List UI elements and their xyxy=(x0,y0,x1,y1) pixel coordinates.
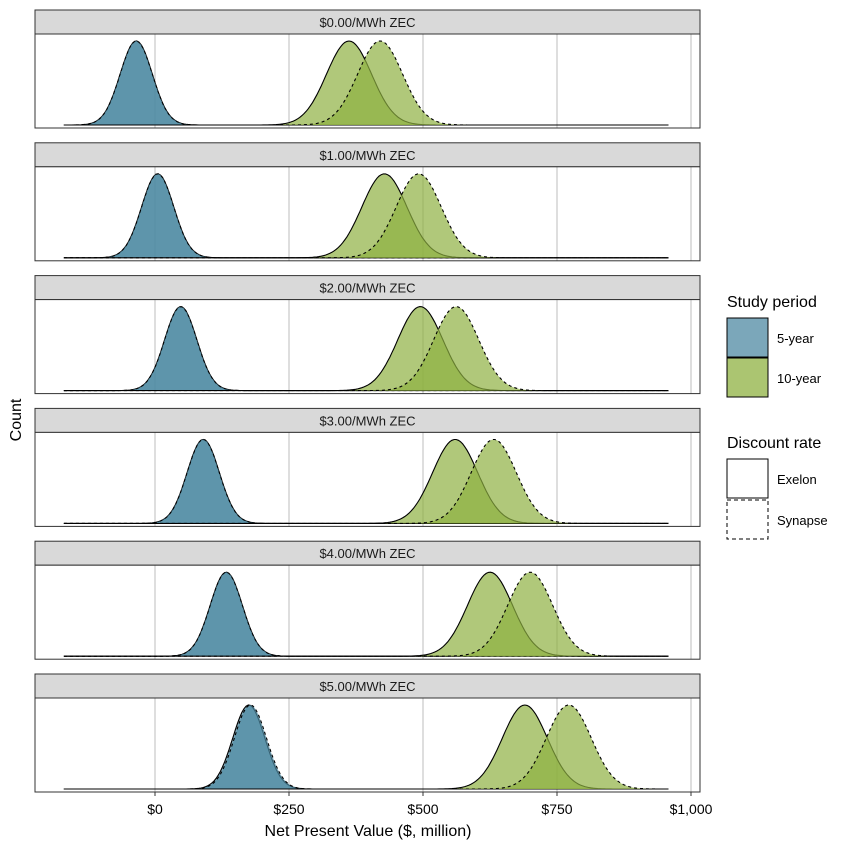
density-10-year-synapse-line xyxy=(63,306,669,392)
density-10-year-synapse-area xyxy=(63,572,670,657)
legend-key-synapse xyxy=(726,499,769,540)
x-axis: $0 $250 $500 $750 $1,000 xyxy=(147,792,713,817)
facet-panel-0-00-mwh-zec: $0.00/MWh ZEC xyxy=(34,9,701,129)
panel-border xyxy=(34,166,701,262)
panel-background xyxy=(35,299,700,394)
facet-strip-label: $5.00/MWh ZEC xyxy=(319,679,415,694)
x-tick-label: $500 xyxy=(407,801,438,817)
density-5-year-synapse-area xyxy=(63,41,670,125)
density-10-year-exelon-area xyxy=(63,705,670,789)
facet-panel-3-00-mwh-zec: $3.00/MWh ZEC xyxy=(34,407,701,527)
panel-background xyxy=(35,432,700,527)
facet-strip xyxy=(34,9,701,35)
facet-panel-4-00-mwh-zec: $4.00/MWh ZEC xyxy=(34,540,701,660)
facet-strip-label: $2.00/MWh ZEC xyxy=(319,281,415,296)
x-axis-title: Net Present Value ($, million) xyxy=(265,823,472,840)
panel-border xyxy=(34,697,701,793)
facet-panels: $0.00/MWh ZEC $1.00/MWh ZEC $2.00/MWh ZEC $… xyxy=(34,9,701,793)
legend-discount-rate-title: Discount rate xyxy=(727,435,821,452)
panel-background xyxy=(35,565,700,660)
facet-strip-label: $3.00/MWh ZEC xyxy=(319,413,415,428)
x-tick-label: $0 xyxy=(147,801,163,817)
density-10-year-exelon-area xyxy=(63,173,670,258)
y-axis-title: Count xyxy=(8,398,25,441)
panel-border xyxy=(34,299,701,395)
panel-border xyxy=(34,33,701,129)
x-tick-label: $750 xyxy=(541,801,572,817)
density-10-year-synapse-line xyxy=(63,571,669,657)
x-tick-label: $250 xyxy=(273,801,304,817)
legend-label-exelon: Exelon xyxy=(777,472,817,487)
facet-strip-label: $1.00/MWh ZEC xyxy=(319,148,415,163)
legend-label-synapse: Synapse xyxy=(777,513,828,528)
legend-label-5-year: 5-year xyxy=(777,331,815,346)
facet-panel-2-00-mwh-zec: $2.00/MWh ZEC xyxy=(34,275,701,395)
legend-key-exelon xyxy=(726,458,769,499)
facet-strip-label: $4.00/MWh ZEC xyxy=(319,546,415,561)
density-5-year-synapse-area xyxy=(63,572,670,657)
facet-strip xyxy=(34,540,701,566)
facet-panel-5-00-mwh-zec: $5.00/MWh ZEC xyxy=(34,673,701,793)
panel-border xyxy=(34,564,701,660)
facet-panel-1-00-mwh-zec: $1.00/MWh ZEC xyxy=(34,142,701,262)
density-10-year-synapse-area xyxy=(63,439,670,524)
legend: Study period 5-year 10-year Discount rat… xyxy=(726,294,828,540)
density-10-year-synapse-line xyxy=(63,438,669,524)
density-5-year-synapse-area xyxy=(63,173,670,258)
legend-key-10-year xyxy=(726,357,769,398)
legend-label-10-year: 10-year xyxy=(777,371,822,386)
density-10-year-synapse-line xyxy=(63,704,669,790)
density-5-year-synapse-area xyxy=(63,306,670,391)
density-10-year-synapse-area xyxy=(63,705,670,789)
panel-border xyxy=(34,431,701,527)
legend-key-5-year xyxy=(726,317,769,358)
facet-strip xyxy=(34,407,701,433)
x-tick-label: $1,000 xyxy=(670,801,713,817)
density-10-year-synapse-area xyxy=(63,41,670,125)
facet-strip-label: $0.00/MWh ZEC xyxy=(319,15,415,30)
legend-study-period-title: Study period xyxy=(727,294,817,311)
